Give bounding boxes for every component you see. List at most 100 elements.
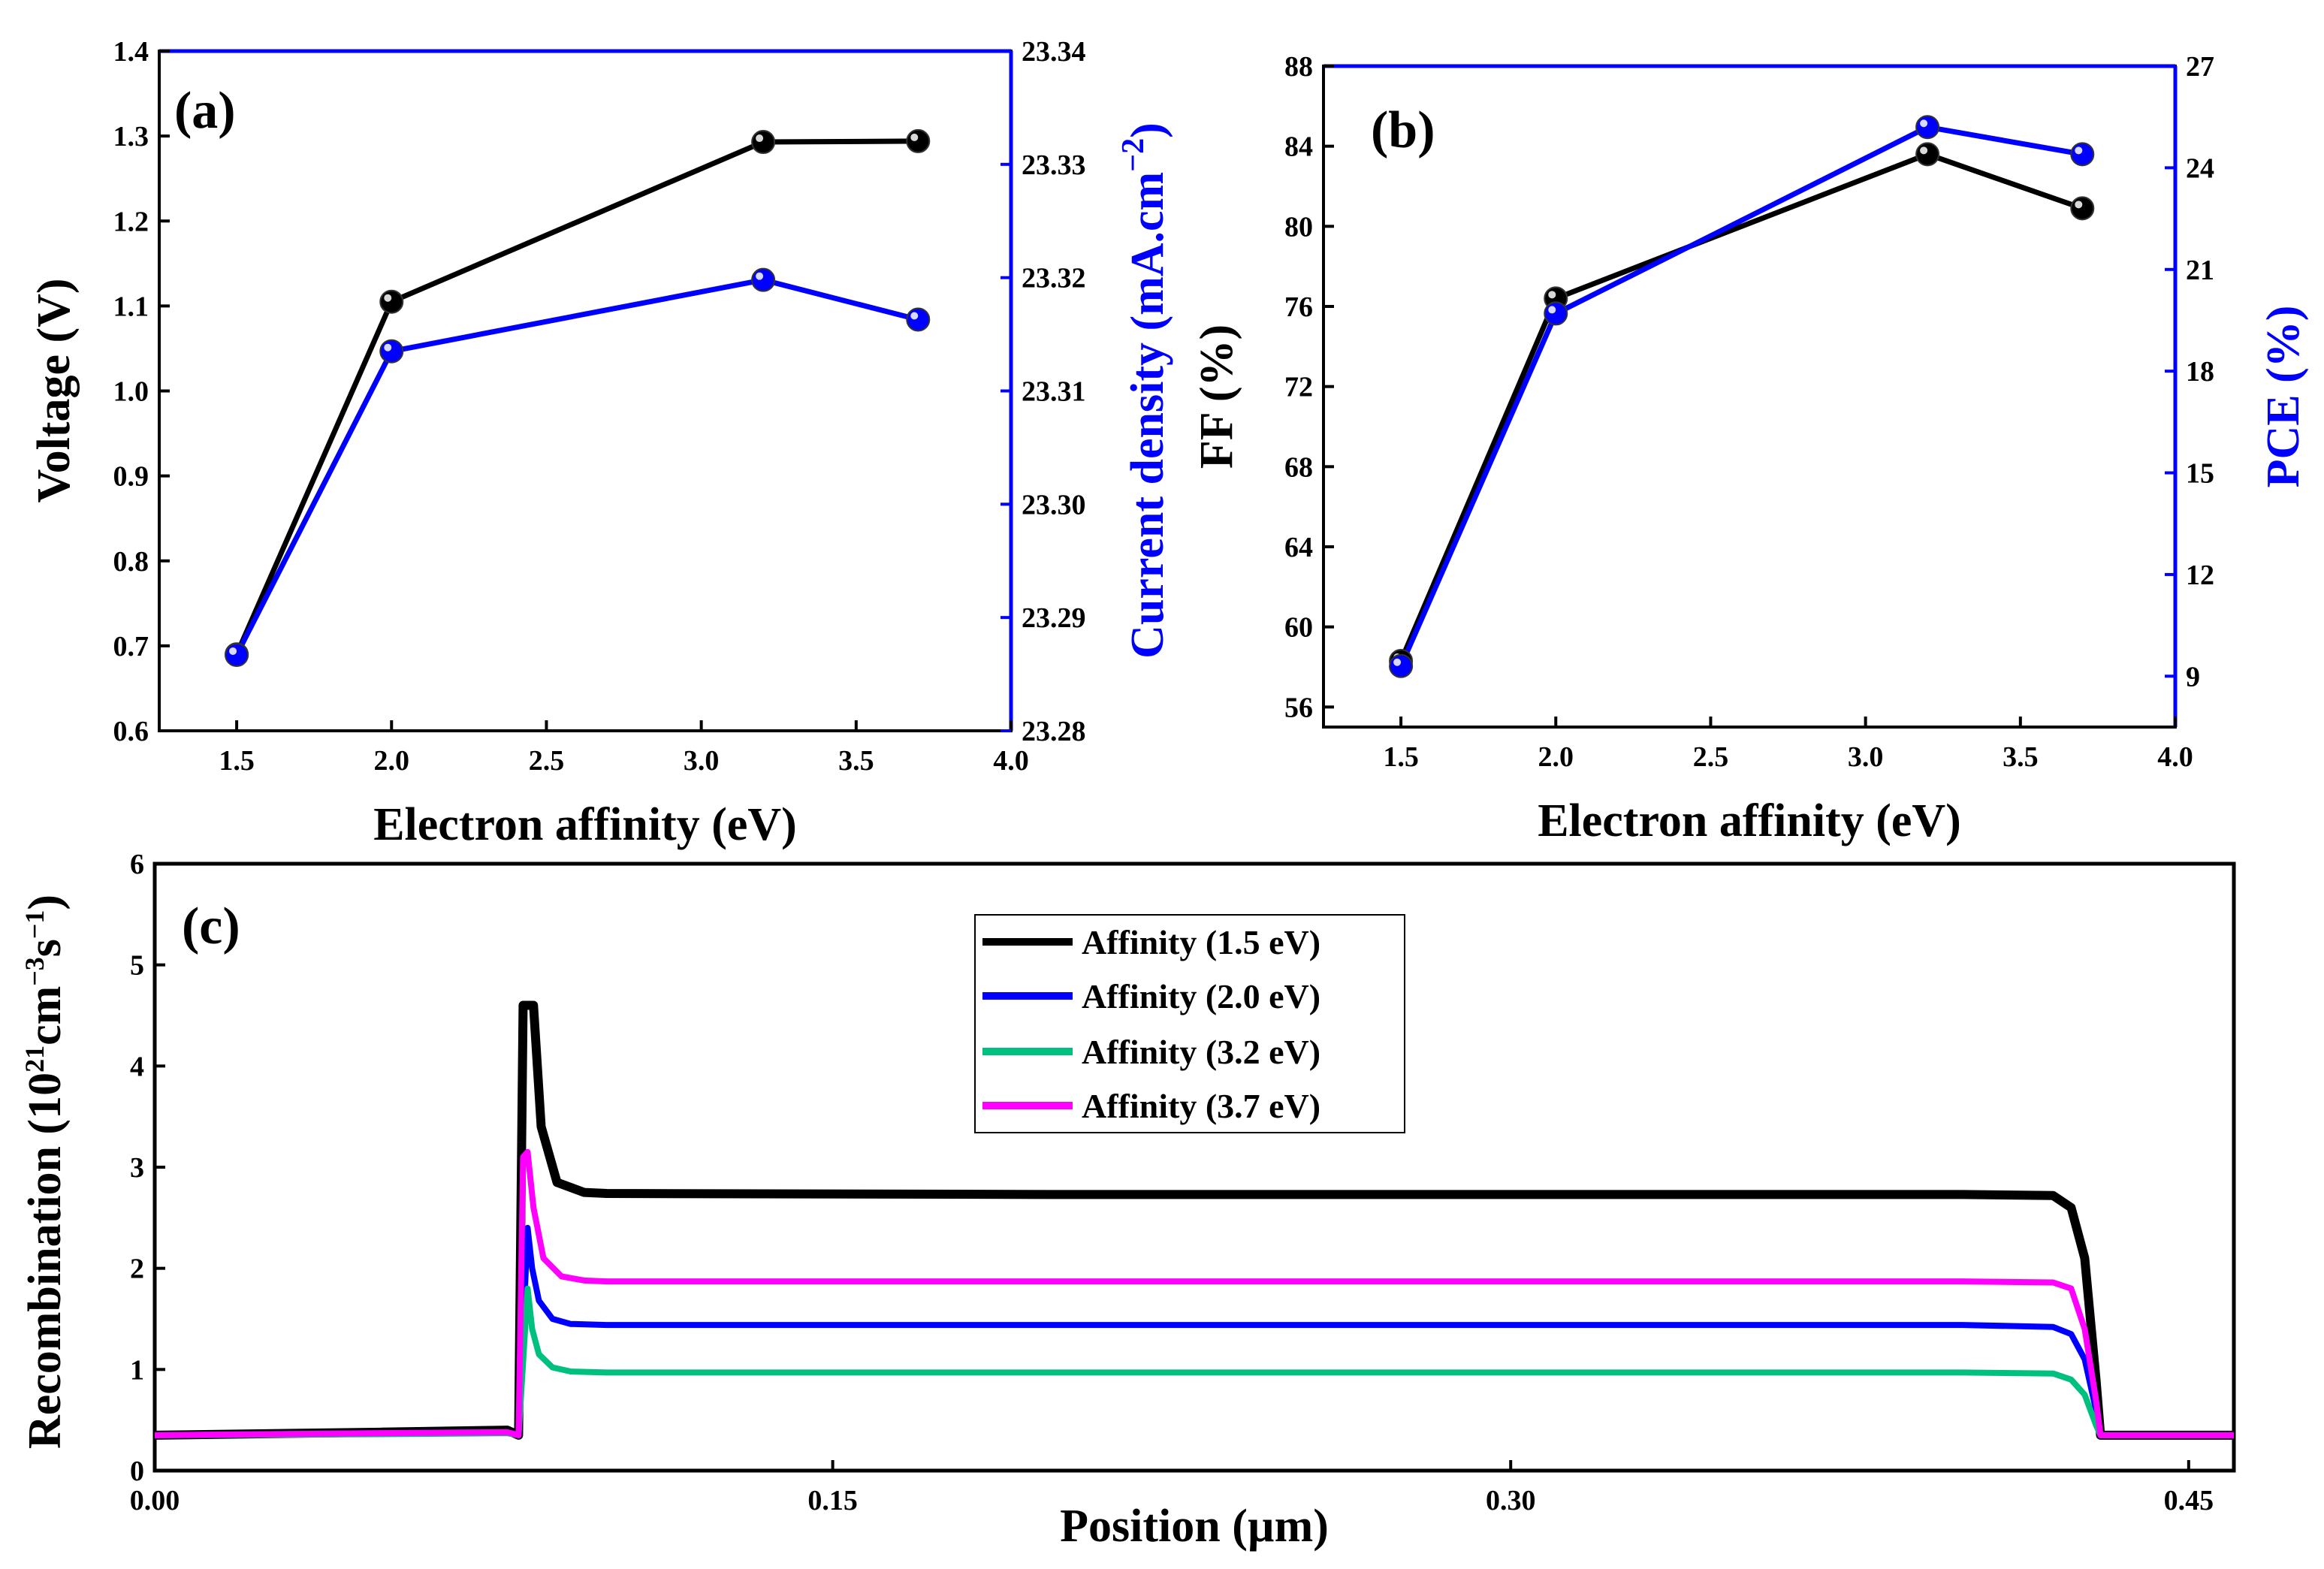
series-line-pce (1398, 124, 2083, 668)
data-point-highlight (384, 294, 392, 302)
y-tick-label: 60 (1284, 612, 1313, 644)
y2-tick-label: 21 (2186, 255, 2214, 286)
data-point-highlight (2075, 201, 2083, 209)
legend-box (974, 914, 1405, 1133)
x-tick-label: 3.0 (684, 745, 720, 777)
y-tick-label: 2 (130, 1254, 144, 1285)
data-point (751, 267, 776, 292)
y-tick-label: 88 (1284, 51, 1313, 83)
data-point (225, 642, 249, 667)
x-tick-label: 2.0 (374, 745, 410, 777)
data-point (1915, 142, 1940, 167)
panel-c-y-label-mid2: s (20, 939, 71, 957)
series-line-current-density (234, 277, 919, 656)
y2-tick-label: 23.32 (1022, 263, 1086, 294)
panel-c: 0.00 0.15 0.30 0.45 0 1 2 3 4 5 6 (c) Position (µ… (20, 849, 2236, 1552)
y-tick-label: 6 (130, 849, 144, 880)
series-line-voltage (234, 138, 919, 656)
x-tick-label: 0.15 (807, 1485, 858, 1516)
data-point-highlight (1920, 146, 1928, 155)
panel-c-y-axis-label: Recombination (1021cm−3s−1) (20, 895, 71, 1449)
panel-c-series (154, 1000, 2234, 1440)
data-point-highlight (1920, 119, 1928, 128)
y2-tick-label: 23.30 (1022, 489, 1086, 520)
panel-c-y-label-end: ) (20, 895, 71, 910)
panel-a-x-axis-label: Electron affinity (eV) (373, 799, 797, 850)
panel-c-y-label-mid: cm (20, 986, 71, 1045)
y2-tick-label: 23.28 (1022, 716, 1086, 747)
panel-c-y-label-sup1: 21 (20, 1045, 50, 1073)
panel-a-y-axis-label: Voltage (V) (29, 278, 80, 502)
panel-b: 1.5 2.0 2.5 3.0 3.5 4.0 56 60 64 68 72 76 80 84 88 9 1… (1191, 51, 2309, 846)
panel-b-series (1389, 115, 2095, 678)
panel-b-x-axis-label: Electron affinity (eV) (1538, 795, 1961, 846)
series-line-2 (154, 1224, 2234, 1438)
y-tick-label: 1.4 (113, 36, 149, 68)
panel-a: 1.5 2.0 2.5 3.0 3.5 4.0 0.6 0.7 0.8 0.9 1.0 1.1 1.2… (29, 36, 1173, 850)
x-tick-label: 1.5 (219, 745, 255, 777)
y2-tick-label: 24 (2186, 152, 2214, 184)
series-line-ff (1398, 151, 2084, 662)
data-point (379, 289, 404, 314)
y-tick-label: 84 (1284, 131, 1313, 163)
panel-c-y-ticks: 0 1 2 3 4 5 6 (130, 849, 165, 1487)
panel-b-y2-axis-label: PCE (%) (2258, 306, 2309, 488)
data-point (379, 339, 404, 364)
x-tick-label: 2.5 (1693, 741, 1729, 773)
y-tick-label: 1.0 (113, 376, 149, 408)
legend-entry-1: Affinity (1.5 eV) (982, 923, 1320, 961)
y-tick-label: 0 (130, 1456, 144, 1487)
data-point-highlight (756, 272, 764, 280)
legend-entry-2: Affinity (2.0 eV) (982, 977, 1320, 1015)
y-tick-label: 1.3 (113, 121, 149, 152)
y2-tick-label: 27 (2186, 51, 2214, 83)
y2-tick-label: 9 (2186, 661, 2200, 692)
legend-label-2: Affinity (2.0 eV) (1082, 977, 1320, 1015)
panel-a-y2-ticks: 23.28 23.29 23.30 23.31 23.32 23.33 23.34 (1001, 36, 1086, 747)
panel-b-y2-ticks: 9 12 15 18 21 24 27 (2165, 51, 2214, 692)
panel-c-y-label-sup3: −1 (20, 910, 50, 940)
y2-tick-label: 23.31 (1022, 376, 1086, 408)
y-tick-label: 3 (130, 1152, 144, 1184)
panel-a-x-ticks: 1.5 2.0 2.5 3.0 3.5 4.0 (219, 720, 1029, 777)
panel-a-series (225, 128, 931, 667)
x-tick-label: 4.0 (993, 745, 1029, 777)
y-tick-label: 72 (1284, 372, 1313, 403)
x-tick-label: 0.45 (2164, 1485, 2214, 1516)
data-point (2070, 196, 2095, 221)
x-tick-label: 2.5 (529, 745, 565, 777)
data-point-highlight (229, 647, 237, 655)
y2-tick-label: 23.33 (1022, 149, 1086, 181)
x-tick-label: 3.5 (2003, 741, 2039, 773)
data-point (2070, 142, 2095, 167)
y-tick-label: 1 (130, 1354, 144, 1386)
data-point (1544, 301, 1568, 326)
y-tick-label: 68 (1284, 451, 1313, 483)
x-tick-label: 2.0 (1538, 741, 1574, 773)
data-point-highlight (1548, 306, 1556, 314)
y-tick-label: 64 (1284, 532, 1313, 563)
panel-c-y-label-sup2: −3 (20, 957, 50, 986)
y-tick-label: 0.7 (113, 631, 149, 662)
y2-tick-label: 23.29 (1022, 602, 1086, 634)
x-tick-label: 1.5 (1383, 741, 1419, 773)
y-tick-label: 1.2 (113, 206, 149, 237)
y2-tick-label: 18 (2186, 356, 2214, 388)
y2-tick-label: 12 (2186, 560, 2214, 591)
y-tick-label: 80 (1284, 211, 1313, 243)
legend-entry-3: Affinity (3.2 eV) (982, 1033, 1320, 1071)
legend-label-1: Affinity (1.5 eV) (1082, 923, 1320, 961)
panel-c-legend: Affinity (1.5 eV) Affinity (2.0 eV) Affi… (974, 914, 1405, 1133)
data-point (1389, 653, 1414, 678)
panel-a-y-ticks: 0.6 0.7 0.8 0.9 1.0 1.1 1.2 1.3 1.4 (113, 36, 170, 747)
y2-tick-label: 15 (2186, 458, 2214, 490)
y-tick-label: 0.8 (113, 546, 149, 578)
data-point-highlight (756, 134, 764, 143)
x-tick-label: 0.30 (1486, 1485, 1536, 1516)
data-point-highlight (2075, 146, 2083, 155)
legend-label-3: Affinity (3.2 eV) (1082, 1033, 1320, 1071)
y-tick-label: 76 (1284, 291, 1313, 323)
panel-a-label: (a) (174, 82, 236, 140)
y-tick-label: 56 (1284, 692, 1313, 723)
